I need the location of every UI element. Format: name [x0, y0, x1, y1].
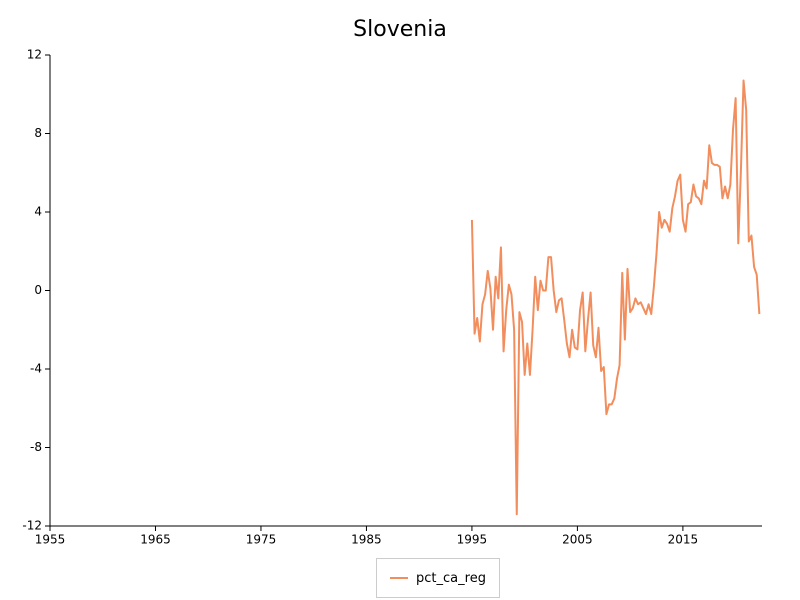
- x-tick-label: 1955: [35, 533, 66, 547]
- x-tick-label: 1985: [351, 533, 382, 547]
- x-tick-label: 2005: [562, 533, 593, 547]
- x-tick-label: 2015: [668, 533, 699, 547]
- y-tick-label: -8: [30, 440, 42, 454]
- legend-swatch: [390, 577, 409, 579]
- x-tick-label: 1965: [140, 533, 171, 547]
- y-tick-label: 8: [34, 126, 42, 140]
- y-tick-label: 12: [27, 48, 42, 62]
- x-tick-label: 1975: [246, 533, 277, 547]
- legend: pct_ca_reg: [376, 558, 500, 598]
- chart-title: Slovenia: [353, 17, 447, 42]
- y-tick-label: 4: [34, 205, 42, 219]
- legend-label: pct_ca_reg: [416, 570, 486, 586]
- line-series: [470, 79, 761, 516]
- x-tick-label: 1995: [457, 533, 488, 547]
- y-tick-label: -4: [30, 362, 42, 376]
- y-tick-label: 0: [34, 283, 42, 297]
- y-tick-label: -12: [22, 519, 42, 533]
